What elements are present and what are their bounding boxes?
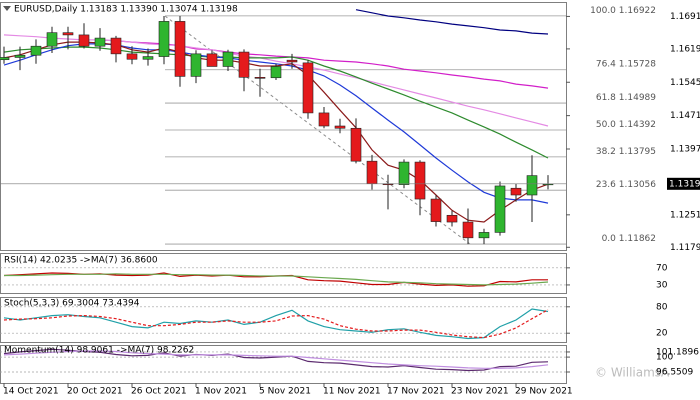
- candle-body: [174, 21, 186, 77]
- candle-body: [334, 125, 346, 129]
- candle-body: [446, 214, 458, 223]
- candle-body: [126, 53, 138, 60]
- fib-level: 100.0: [590, 5, 616, 15]
- indicator-title: RSI(14) 42.0235 ->MA(7) 36.8600: [4, 256, 158, 266]
- fib-price: 1.11862: [619, 234, 656, 244]
- y-tick-label: 30: [656, 280, 668, 290]
- fib-price: 1.15728: [619, 59, 656, 69]
- x-tick-label: 1 Nov 2021: [195, 387, 247, 397]
- candle-body: [110, 37, 122, 55]
- candle-body: [510, 187, 522, 196]
- x-tick-label: 14 Oct 2021: [3, 387, 59, 397]
- candle-body: [142, 56, 154, 60]
- x-tick-label: 17 Nov 2021: [387, 387, 445, 397]
- fib-price: 1.16922: [619, 5, 656, 15]
- fib-level: 0.0: [602, 234, 617, 244]
- x-tick-label: 20 Oct 2021: [67, 387, 123, 397]
- x-tick-label: 26 Oct 2021: [131, 387, 187, 397]
- x-tick-label: 23 Nov 2021: [451, 387, 509, 397]
- y-tick-label: 1.16190: [670, 44, 700, 54]
- candle-body: [254, 77, 266, 79]
- fib-label: 100.0 1.16922: [590, 5, 656, 15]
- fib-label: 61.8 1.14989: [596, 93, 656, 103]
- y-tick-label: 100: [656, 353, 673, 363]
- fib-label: 0.0 1.11862: [602, 234, 656, 244]
- candle-body: [238, 51, 250, 78]
- y-tick-label: 1.14710: [670, 111, 700, 121]
- y-tick-label: 20: [656, 329, 668, 339]
- y-tick-label: 1.12510: [670, 210, 700, 220]
- y-tick-label: 96.5509: [656, 367, 693, 377]
- y-tick-label: 1.13970: [670, 144, 700, 154]
- candle-body: [302, 62, 314, 114]
- fib-price: 1.13795: [619, 146, 656, 156]
- indicator-line: [3, 348, 549, 372]
- candle-body: [398, 161, 410, 185]
- fib-level: 50.0: [596, 119, 616, 129]
- last-price-label: 1.13198: [669, 179, 700, 189]
- candle-body: [526, 175, 538, 196]
- candle-body: [494, 185, 506, 233]
- fib-level: 61.8: [596, 93, 616, 103]
- fib-price: 1.13056: [619, 180, 656, 190]
- y-tick-label: 1.15450: [670, 78, 700, 88]
- fib-label: 76.4 1.15728: [596, 59, 656, 69]
- stoch-panel: [0, 297, 567, 343]
- y-tick-label: 101.1896: [656, 347, 699, 357]
- fib-price: 1.14989: [619, 93, 656, 103]
- candle-body: [62, 32, 74, 36]
- watermark: © WilliamsA: [595, 366, 670, 380]
- candle-body: [222, 51, 234, 67]
- candle-body: [350, 127, 362, 162]
- candle-body: [430, 198, 442, 222]
- fib-price: 1.14392: [619, 119, 656, 129]
- y-tick-label: 1.11790: [670, 243, 700, 253]
- indicator-line: [3, 309, 549, 339]
- indicator-title: Momentum(14) 98.9061 ->MA(7) 98.2262: [4, 346, 194, 356]
- fib-level: 38.2: [596, 146, 616, 156]
- indicator-line: [355, 9, 549, 35]
- candle-body: [478, 232, 490, 239]
- indicator-line: [3, 308, 549, 340]
- candle-body: [318, 112, 330, 127]
- candle-body: [366, 160, 378, 185]
- candle-body: [158, 21, 170, 57]
- candle-body: [46, 32, 58, 47]
- candle-body: [0, 57, 10, 61]
- x-tick-label: 5 Nov 2021: [259, 387, 311, 397]
- indicator-title: Stoch(5,3,3) 69.3004 73.4394: [4, 299, 140, 309]
- candle-body: [94, 37, 106, 47]
- y-tick-label: 1.16910: [670, 12, 700, 22]
- fib-label: 38.2 1.13795: [596, 146, 656, 156]
- candle-body: [78, 34, 90, 47]
- fib-label: 50.0 1.14392: [596, 119, 656, 129]
- indicator-line: [3, 350, 549, 369]
- indicator-line: [3, 34, 549, 127]
- x-tick-label: 11 Nov 2021: [323, 387, 381, 397]
- last-price-box: [667, 177, 700, 190]
- y-tick-label: 70: [656, 263, 668, 273]
- candle-body: [462, 221, 474, 239]
- indicator-line: [4, 273, 549, 286]
- candle-body: [190, 53, 202, 77]
- x-tick-label: 29 Nov 2021: [515, 387, 573, 397]
- candle-body: [414, 161, 426, 200]
- candle-body: [270, 66, 282, 79]
- candle-body: [286, 59, 298, 63]
- candle-body: [206, 53, 218, 67]
- y-tick-label: 80: [656, 302, 668, 312]
- fib-level: 23.6: [596, 180, 616, 190]
- chart-title: EURUSD,Daily 1.13183 1.13390 1.13074 1.1…: [14, 5, 238, 15]
- candle-body: [30, 45, 42, 56]
- fib-level: 76.4: [596, 59, 616, 69]
- menu-arrow[interactable]: [3, 6, 11, 11]
- candle-body: [14, 54, 26, 58]
- fib-label: 23.6 1.13056: [596, 180, 656, 190]
- indicator-line: [3, 46, 549, 159]
